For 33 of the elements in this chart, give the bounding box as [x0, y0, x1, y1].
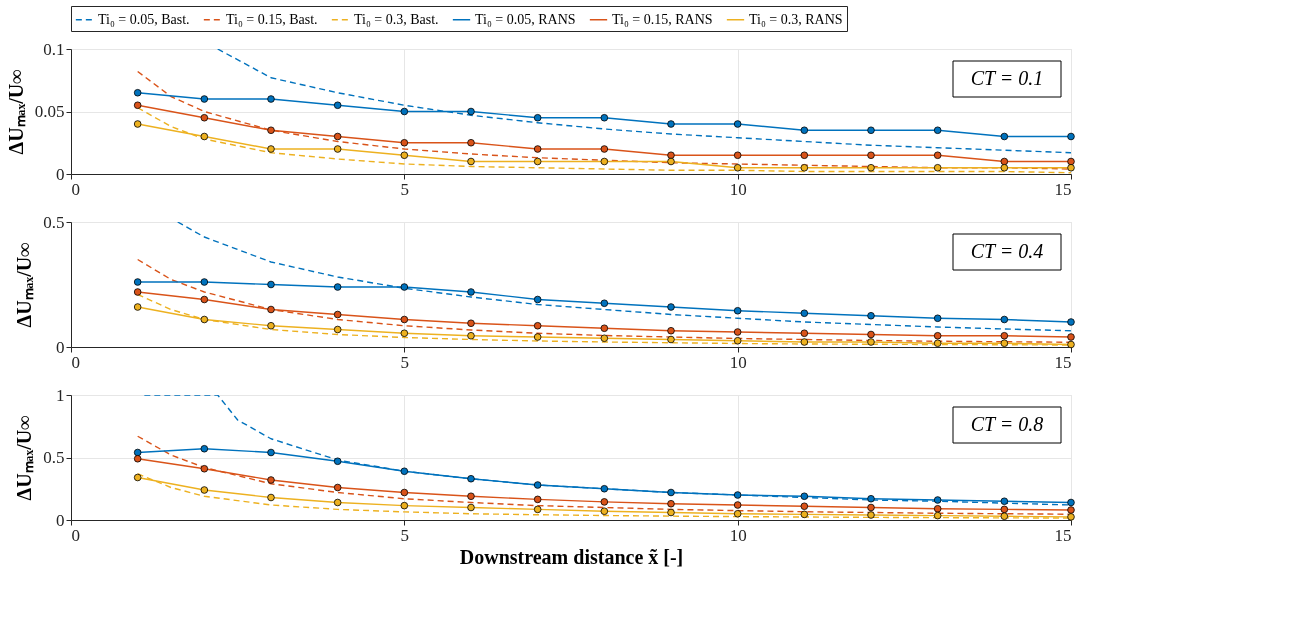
y-tick-label: 0 [56, 337, 65, 357]
y-axis-title: ΔUₘₐₓ/U∞ [13, 242, 36, 328]
x-tick-label: 15 [1054, 179, 1072, 199]
x-tick-label: 10 [729, 352, 747, 372]
y-tick-label: 0.05 [34, 102, 65, 121]
x-tick-label: 15 [1054, 525, 1072, 545]
legend-label: Ti₀ = 0.05, RANS [475, 11, 576, 27]
annotation: CT = 0.4 [970, 240, 1044, 262]
y-tick-label: 1 [56, 385, 65, 405]
y-tick-label: 0 [56, 510, 65, 530]
legend-label: Ti₀ = 0.05, Bast. [98, 11, 190, 27]
y-tick-label: 0.1 [43, 39, 65, 59]
y-axis-title: ΔUₘₐₓ/U∞ [4, 69, 27, 155]
x-tick-label: 10 [729, 525, 747, 545]
x-tick-label: 5 [400, 352, 410, 372]
legend-label: Ti₀ = 0.3, Bast. [354, 11, 439, 27]
y-tick-label: 0.5 [43, 212, 65, 232]
x-tick-label: 0 [71, 179, 80, 199]
annotation: CT = 0.1 [970, 67, 1044, 89]
x-axis-title: Downstream distance x̃ [-] [459, 545, 684, 568]
y-axis-title: ΔUₘₐₓ/U∞ [13, 415, 36, 501]
y-tick-label: 0 [56, 164, 65, 184]
x-tick-label: 5 [400, 179, 410, 199]
x-tick-label: 15 [1054, 352, 1072, 372]
x-tick-label: 5 [400, 525, 410, 545]
y-tick-label: 0.5 [43, 448, 65, 467]
legend-label: Ti₀ = 0.15, RANS [612, 11, 713, 27]
legend-label: Ti₀ = 0.3, RANS [749, 11, 843, 27]
x-tick-label: 0 [71, 352, 80, 372]
legend-label: Ti₀ = 0.15, Bast. [226, 11, 318, 27]
annotation: CT = 0.8 [970, 413, 1044, 435]
x-tick-label: 0 [71, 525, 80, 545]
x-tick-label: 10 [729, 179, 747, 199]
